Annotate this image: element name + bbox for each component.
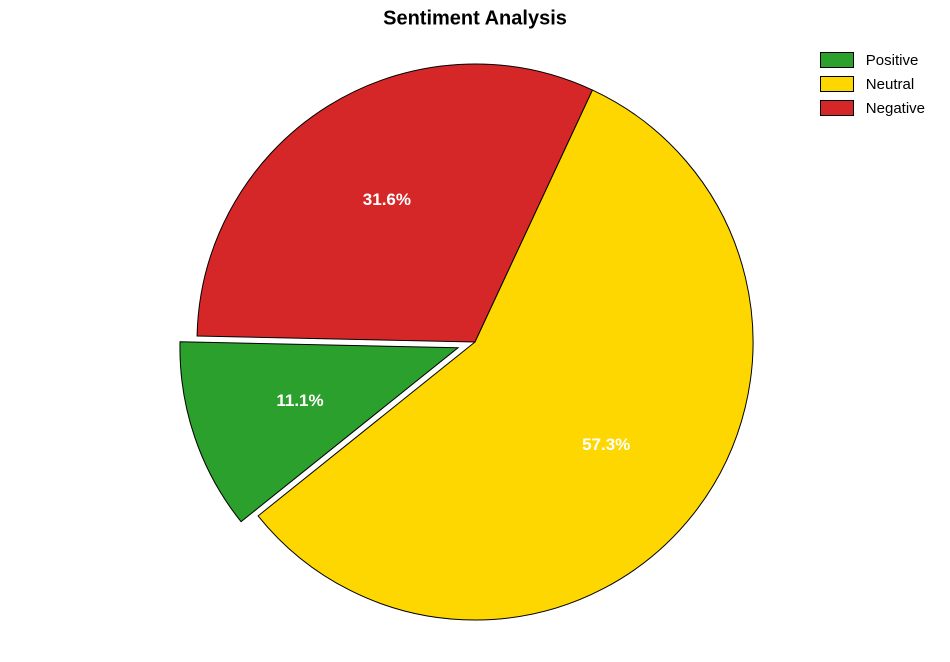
legend-item: Negative <box>820 96 925 120</box>
pie-chart <box>0 0 950 662</box>
slice-label-negative: 31.6% <box>363 190 411 210</box>
slice-label-neutral: 57.3% <box>582 435 630 455</box>
pie-chart-container: Sentiment Analysis 31.6%11.1%57.3% Posit… <box>0 0 950 662</box>
legend-label: Neutral <box>866 76 914 93</box>
legend: Positive Neutral Negative <box>820 48 925 120</box>
legend-item: Neutral <box>820 72 925 96</box>
legend-label: Positive <box>866 52 919 69</box>
legend-swatch <box>820 52 854 68</box>
legend-swatch <box>820 76 854 92</box>
slice-label-positive: 11.1% <box>276 391 323 411</box>
legend-item: Positive <box>820 48 925 72</box>
legend-label: Negative <box>866 100 925 117</box>
legend-swatch <box>820 100 854 116</box>
